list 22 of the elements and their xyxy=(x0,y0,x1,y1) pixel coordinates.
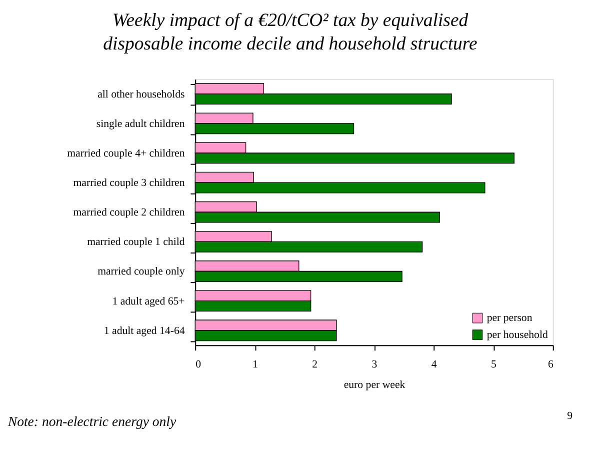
chart-title: Weekly impact of a €20/tCO² tax by equivalised disposable income decile and household structure xyxy=(103,10,478,55)
y-tick-label: single adult children xyxy=(96,118,186,130)
y-tick-label: all other households xyxy=(98,88,185,100)
x-tick-label: 4 xyxy=(431,358,438,370)
y-tick-label: 1 adult aged 65+ xyxy=(112,295,185,308)
x-tick-label: 5 xyxy=(491,358,496,370)
y-tick-label: married couple only xyxy=(98,266,186,278)
text: 9 xyxy=(567,410,573,422)
x-tick-label: 6 xyxy=(548,358,554,370)
y-tick-label: married couple 1 child xyxy=(87,236,186,248)
x-axis-title: euro per week xyxy=(344,379,406,392)
x-tick-label: 2 xyxy=(312,358,318,370)
y-tick-label: married couple 3 children xyxy=(73,177,186,189)
legend-label: per person xyxy=(486,312,533,324)
x-tick-label: 3 xyxy=(372,358,378,370)
y-tick-label: married couple 4+ children xyxy=(67,147,186,160)
x-tick-label: 1 xyxy=(252,358,258,370)
legend-label: per household xyxy=(486,328,548,341)
y-tick-label: 1 adult aged 14-64 xyxy=(104,324,186,337)
y-tick-label: married couple 2 children xyxy=(73,206,186,219)
text: Note: non-electric energy only xyxy=(6,414,178,429)
x-tick-label: 0 xyxy=(196,358,202,370)
